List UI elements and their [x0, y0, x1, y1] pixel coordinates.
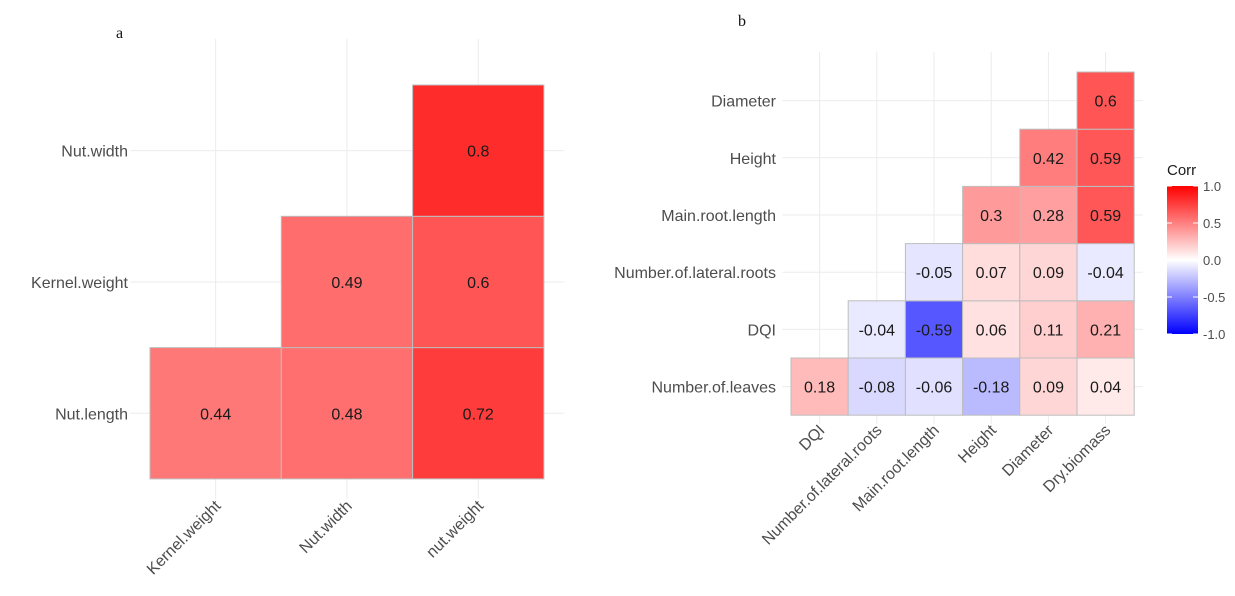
y-tick-label: Diameter — [711, 94, 777, 111]
x-tick-label: Height — [955, 422, 1000, 467]
cell-value-label: -0.04 — [1087, 265, 1124, 282]
heatmap-cell-nut-length-nut-weight — [412, 347, 545, 480]
cell-value-label: 0.28 — [1033, 208, 1064, 225]
cell-value-label: -0.18 — [973, 380, 1010, 397]
legend-tick-label: 0.5 — [1203, 216, 1221, 231]
x-tick-label: Nut.width — [297, 498, 356, 557]
panel-a-y-axis-labels: Nut.length Kernel.weight Nut.width — [31, 144, 129, 424]
x-tick-label: DQI — [796, 422, 828, 454]
heatmap-cell-number-of-lateral-roots-main-root-length — [904, 243, 964, 302]
cell-value-label: 0.72 — [463, 406, 494, 423]
cell-value-label: -0.05 — [916, 265, 953, 282]
heatmap-cell-number-of-leaves-height — [962, 357, 1021, 416]
x-tick-label: nut.weight — [423, 497, 487, 561]
cell-value-label: 0.59 — [1090, 151, 1121, 168]
cell-value-label: 0.04 — [1090, 380, 1121, 397]
heatmap-cell-kernel-weight-nut-width — [280, 215, 414, 349]
heatmap-cell-height-dry-biomass — [1076, 128, 1135, 187]
y-tick-label: Height — [730, 151, 777, 168]
y-tick-label: Nut.length — [55, 406, 128, 423]
heatmap-cell-number-of-leaves-main-root-length — [904, 357, 964, 416]
y-tick-label: DQI — [748, 322, 776, 339]
cell-value-label: 0.6 — [467, 275, 489, 292]
x-tick-label: Diameter — [999, 422, 1057, 480]
cell-value-label: 0.18 — [804, 380, 835, 397]
cell-value-label: 0.6 — [1094, 94, 1116, 111]
y-tick-label: Kernel.weight — [31, 275, 129, 292]
heatmap-cell-dqi-main-root-length — [904, 300, 964, 359]
heatmap-cell-diameter-dry-biomass — [1076, 71, 1135, 130]
cell-value-label: 0.07 — [976, 265, 1007, 282]
heatmap-cell-nut-length-kernel-weight — [149, 347, 282, 480]
legend-tick-label: 0.0 — [1203, 253, 1221, 268]
heatmap-cell-number-of-leaves-diameter — [1019, 357, 1078, 416]
legend-tick-label: -1.0 — [1203, 327, 1225, 342]
panel-a-x-axis-labels: Kernel.weight Nut.width nut.weight — [144, 497, 488, 578]
heatmap-cell-dqi-height — [962, 300, 1021, 359]
heatmap-cell-dqi-diameter — [1019, 300, 1078, 359]
cell-value-label: 0.3 — [980, 208, 1002, 225]
panel-a-letter: a — [116, 25, 123, 42]
y-tick-label: Number.of.lateral.roots — [614, 265, 776, 282]
heatmap-cell-height-diameter — [1019, 128, 1078, 187]
heatmap-cell-number-of-leaves-dry-biomass — [1076, 357, 1135, 416]
panel-b-heatmap: b 0.18 -0.08 -0.06 -0.18 0.09 0.04-0.04 -0.59 0… — [614, 13, 1143, 548]
cell-value-label: -0.59 — [916, 322, 953, 339]
y-tick-label: Main.root.length — [661, 208, 776, 225]
heatmap-cell-number-of-leaves-dqi — [790, 357, 849, 416]
panel-b-y-axis-labels: Number.of.leaves DQI Number.of.lateral.roo… — [614, 94, 777, 397]
heatmap-cell-number-of-leaves-number-of-lateral-roots — [847, 357, 906, 416]
heatmap-cell-kernel-weight-nut-weight — [412, 215, 545, 349]
cell-value-label: 0.09 — [1033, 265, 1064, 282]
cell-value-label: -0.08 — [859, 380, 896, 397]
cell-value-label: -0.06 — [916, 380, 953, 397]
legend-title: Corr — [1167, 162, 1196, 179]
legend-colorbar — [1167, 186, 1198, 334]
cell-value-label: 0.59 — [1090, 208, 1121, 225]
y-tick-label: Nut.width — [61, 144, 128, 161]
heatmap-cell-nut-width-nut-weight — [412, 84, 545, 217]
panel-a-heatmap: a 0.44 0.48 0.72 0.49 0.6 0.8 Nut.length Kerne… — [31, 25, 564, 578]
panel-b-cells — [790, 71, 1135, 416]
panel-b-letter: b — [738, 13, 746, 30]
cell-value-label: -0.04 — [859, 322, 896, 339]
cell-value-label: 0.8 — [467, 144, 489, 161]
cell-value-label: 0.06 — [976, 322, 1007, 339]
corr-legend: Corr 1.0 0.5 0.0 -0.5 -1.0 — [1167, 162, 1225, 342]
cell-value-label: 0.21 — [1090, 322, 1121, 339]
legend-ticks: 1.0 0.5 0.0 -0.5 -1.0 — [1167, 179, 1225, 342]
cell-value-label: 0.11 — [1033, 322, 1063, 339]
panel-a-cells — [149, 84, 545, 480]
heatmap-cell-number-of-lateral-roots-diameter — [1019, 243, 1078, 302]
panel-b-x-axis-labels: DQINumber.of.lateral.rootsMain.root.leng… — [759, 422, 1114, 549]
x-tick-label: Kernel.weight — [144, 497, 225, 578]
legend-tick-label: 1.0 — [1203, 179, 1221, 194]
cell-value-label: 0.48 — [331, 406, 362, 423]
panel-b-cell-labels: 0.18 -0.08 -0.06 -0.18 0.09 0.04 -0.04 -0.59 0.0… — [804, 94, 1124, 397]
cell-value-label: 0.42 — [1033, 151, 1064, 168]
heatmap-cell-number-of-lateral-roots-dry-biomass — [1076, 243, 1135, 302]
panel-a-cell-labels: 0.44 0.48 0.72 0.49 0.6 0.8 — [200, 144, 494, 424]
cell-value-label: 0.09 — [1033, 380, 1064, 397]
heatmap-cell-dqi-dry-biomass — [1076, 300, 1135, 359]
cell-value-label: 0.44 — [200, 406, 231, 423]
cell-value-label: 0.49 — [331, 275, 362, 292]
y-tick-label: Number.of.leaves — [651, 380, 776, 397]
legend-tick-label: -0.5 — [1203, 290, 1225, 305]
